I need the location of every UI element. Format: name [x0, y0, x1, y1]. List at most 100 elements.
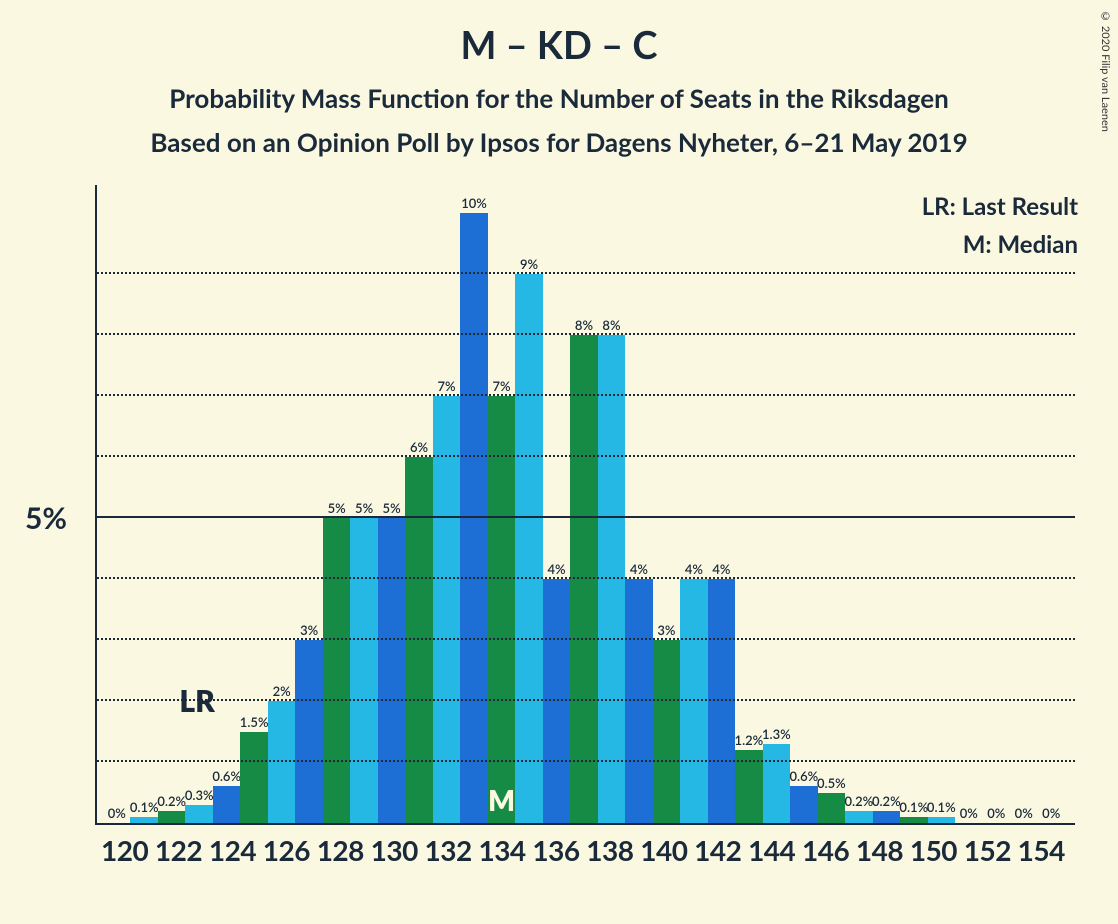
bar-group: 0.3% [185, 185, 212, 823]
bar-value-label: 8% [575, 317, 593, 333]
bar-value-label: 7% [492, 378, 510, 394]
bars-container: 0%0.1%0.2%0.3%0.6%1.5%2%3%5%5%5%6%7%10%7… [97, 185, 1075, 823]
yaxis-tick-label: 5% [25, 500, 67, 536]
xtick: 144 [748, 833, 795, 867]
bar-value-label: 0.2% [872, 793, 901, 809]
xtick: 126 [263, 833, 310, 867]
xtick-label: 152 [964, 833, 1011, 867]
xtick: 150 [910, 833, 957, 867]
bar: 7% [433, 396, 460, 823]
plot-area: 5% 0%0.1%0.2%0.3%0.6%1.5%2%3%5%5%5%6%7%1… [95, 185, 1075, 825]
bar-group: 0.1% [130, 185, 157, 823]
bar-value-label: 7% [438, 378, 456, 394]
bar-group: 0% [1037, 185, 1064, 823]
bar-value-label: 6% [410, 439, 428, 455]
xtick-label: 142 [694, 833, 741, 867]
xtick-label: 128 [317, 833, 364, 867]
bar-group: 7% [433, 185, 460, 823]
xtick: 140 [640, 833, 687, 867]
bar-value-label: 0.6% [212, 768, 241, 784]
bar-group: 0% [955, 185, 982, 823]
xtick-label: 146 [802, 833, 849, 867]
bar-value-label: 9% [520, 256, 538, 272]
xtick [256, 833, 263, 867]
bar-group: 9% [515, 185, 542, 823]
bar-group: 4% [680, 185, 707, 823]
bar-value-label: 4% [685, 561, 703, 577]
bar-group: 0.6% [213, 185, 240, 823]
bar-group: 5% [350, 185, 377, 823]
bar: 0.2% [158, 811, 185, 823]
xtick-label: 138 [586, 833, 633, 867]
title: M – KD – C [0, 0, 1118, 70]
copyright: © 2020 Filip van Laenen [1099, 10, 1112, 132]
bar-value-label: 4% [547, 561, 565, 577]
xtick [795, 833, 802, 867]
bar-value-label: 0.2% [844, 793, 873, 809]
bar: 7%M [488, 396, 515, 823]
xtick [472, 833, 479, 867]
bar-group: 5% [378, 185, 405, 823]
bar-group: 1.5% [240, 185, 267, 823]
bar-group: 4% [625, 185, 652, 823]
bar-value-label: 0% [1015, 805, 1033, 821]
bar-value-label: 5% [383, 500, 401, 516]
bar-group: 1.2% [735, 185, 762, 823]
xtick [580, 833, 587, 867]
xtick [202, 833, 209, 867]
xtick [364, 833, 371, 867]
bar-group: 0.5% [818, 185, 845, 823]
bar-group: 3% [295, 185, 322, 823]
bar: 5% [350, 518, 377, 823]
bar-value-label: 3% [300, 622, 318, 638]
xtick [310, 833, 317, 867]
xtick [687, 833, 694, 867]
xtick: 154 [1018, 833, 1065, 867]
bar: 3% [295, 640, 322, 823]
bar-group: 2% [268, 185, 295, 823]
bar: 0.6% [790, 786, 817, 823]
xtick [849, 833, 856, 867]
bar-group: 8% [570, 185, 597, 823]
bar: 5% [323, 518, 350, 823]
grid-line [97, 577, 1075, 579]
bar-value-label: 1.5% [240, 714, 269, 730]
xtick [148, 833, 155, 867]
bar: 0.1% [900, 817, 927, 823]
xtick-label: 126 [263, 833, 310, 867]
xtick: 146 [802, 833, 849, 867]
xtick: 152 [964, 833, 1011, 867]
bar: 3% [653, 640, 680, 823]
grid-line [97, 638, 1075, 640]
median-mark: M [488, 783, 515, 817]
xtick: 142 [694, 833, 741, 867]
bar-group: 1.3% [763, 185, 790, 823]
bar-group: 6% [405, 185, 432, 823]
bar-value-label: 0% [108, 805, 126, 821]
xtick [957, 833, 964, 867]
x-axis: 1201221241261281301321341361381401421441… [95, 825, 1075, 867]
xtick: 122 [155, 833, 202, 867]
bar-group: 0% [983, 185, 1010, 823]
grid-line [97, 455, 1075, 457]
xtick-label: 154 [1018, 833, 1065, 867]
bar-group: 0.2% [158, 185, 185, 823]
bar-group: 7% M [488, 185, 515, 823]
xtick-label: 130 [371, 833, 418, 867]
bar: 0.1% [928, 817, 955, 823]
bar: 0.1% [130, 817, 157, 823]
bar-value-label: 1.3% [762, 726, 791, 742]
xtick: 138 [586, 833, 633, 867]
bar-value-label: 0% [1042, 805, 1060, 821]
xtick-label: 148 [856, 833, 903, 867]
grid-line-major [97, 516, 1075, 518]
bar-group: 0.1% [928, 185, 955, 823]
xtick [1011, 833, 1018, 867]
grid-line [97, 394, 1075, 396]
xtick-label: 120 [101, 833, 148, 867]
bar: 0.5% [818, 793, 845, 823]
bar-group: 3% [653, 185, 680, 823]
xtick: 148 [856, 833, 903, 867]
bar-group: 0% [103, 185, 130, 823]
bar: 0.2% [873, 811, 900, 823]
